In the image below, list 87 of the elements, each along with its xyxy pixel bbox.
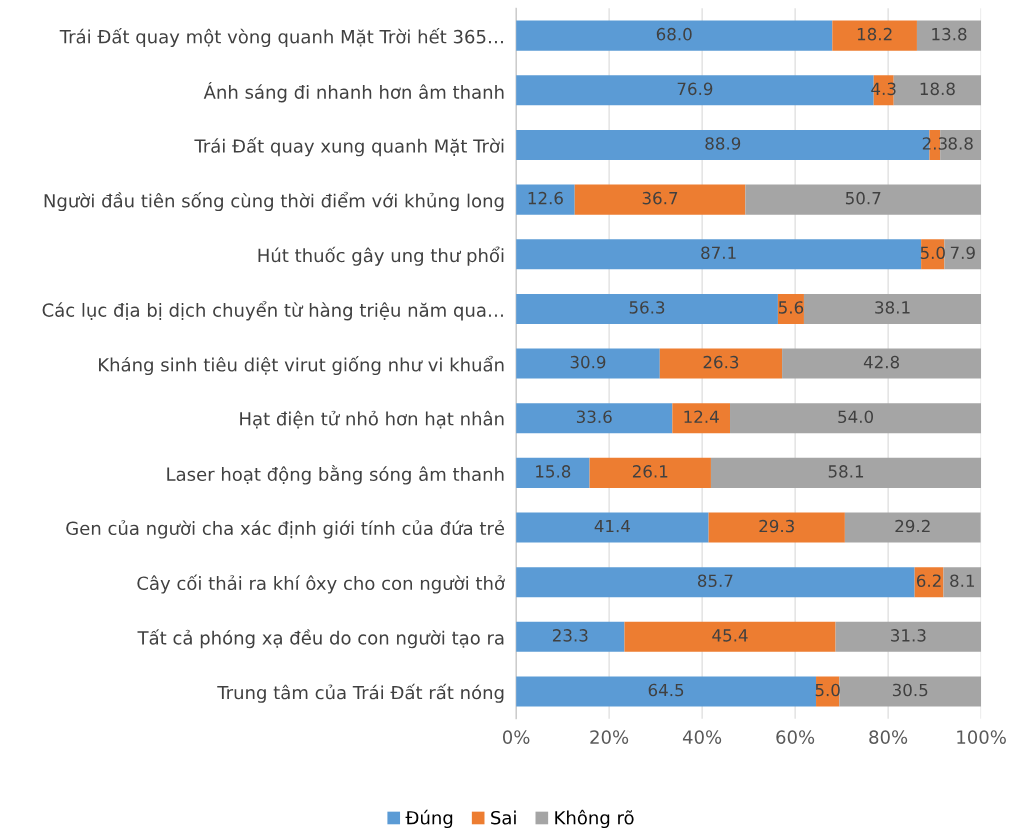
data-label: 42.8 [863, 355, 900, 369]
y-tick-label: Trái Đất quay một vòng quanh Mặt Trời hết 365… [59, 28, 503, 48]
data-label: 88.9 [705, 137, 741, 150]
data-label: 30.5 [892, 683, 928, 697]
y-tick-label: Trái Đất quay xung quanh Mặt Trời [194, 137, 504, 157]
data-label: 64.5 [648, 683, 684, 697]
bar [844, 512, 981, 543]
x-tick-label: 100% [957, 730, 1006, 744]
bar [782, 348, 982, 379]
data-label: 8.8 [948, 137, 973, 150]
data-label: 41.4 [594, 519, 630, 533]
y-tick-label: Cây cối thải ra khí ôxy cho con người thở [137, 574, 505, 594]
bar [944, 239, 982, 270]
data-label: 58.1 [828, 465, 864, 478]
x-tick-label: 40% [682, 730, 722, 744]
y-tick-label: Trung tâm của Trái Đất rất nóng [217, 683, 504, 703]
legend-label: Không rõ [555, 809, 634, 829]
bar [624, 621, 836, 652]
y-tick-label: Hút thuốc gây ung thư phổi [258, 246, 504, 266]
data-label: 29.2 [895, 519, 930, 533]
bar [835, 621, 982, 652]
data-label: 29.3 [759, 519, 794, 533]
data-label: 18.8 [920, 82, 955, 96]
data-label: 23.3 [552, 629, 588, 642]
data-label: 38.1 [875, 301, 910, 314]
bar [516, 621, 625, 652]
data-label: 7.9 [950, 246, 975, 260]
data-label: 26.1 [632, 465, 668, 478]
bar [839, 676, 982, 707]
y-tick-label: Người đầu tiên sống cùng thời điểm với khủng long [44, 191, 504, 212]
bar [516, 293, 778, 324]
data-label: 12.6 [528, 191, 563, 205]
data-label: 15.8 [536, 465, 571, 478]
x-tick-label: 80% [869, 730, 908, 744]
data-label: 30.9 [570, 355, 606, 369]
x-tick-label: 0% [502, 730, 530, 744]
bar [659, 348, 783, 379]
bar [516, 348, 660, 379]
bar [943, 567, 982, 598]
data-label: 54.0 [838, 410, 874, 424]
data-label: 85.7 [697, 574, 733, 588]
data-label: 87.1 [701, 246, 736, 260]
data-label: 68.0 [656, 27, 692, 41]
y-tick-label: Tất cả phóng xạ đều do con người tạo ra [137, 629, 504, 649]
bar [516, 184, 575, 215]
data-label: 12.4 [684, 410, 719, 423]
data-label: 50.7 [845, 191, 881, 205]
bar [916, 20, 982, 51]
y-tick-label: Laser hoạt động bằng sóng âm thanh [167, 464, 504, 485]
bar [672, 403, 731, 434]
y-tick-label: Ánh sáng đi nhanh hơn âm thanh [203, 81, 504, 103]
y-tick-label: Các lục địa bị dịch chuyển từ hàng triệu năm qua… [42, 301, 503, 321]
legend-label: Sai [491, 810, 516, 825]
bar [516, 567, 915, 598]
data-label: 33.6 [576, 410, 612, 424]
data-label: 56.3 [629, 301, 665, 314]
bar [803, 293, 982, 324]
bar [516, 676, 817, 707]
y-tick-label: Kháng sinh tiêu diệt virut giống như vi khuẩn [99, 355, 504, 376]
legend-label: Đúng [405, 809, 453, 829]
bar [516, 403, 673, 434]
data-label: 45.4 [712, 629, 748, 642]
data-label: 31.3 [891, 629, 926, 642]
bar [574, 184, 746, 215]
x-tick-label: 60% [776, 730, 815, 744]
bar [589, 457, 711, 488]
bar [516, 512, 709, 543]
y-tick-label: Hạt điện tử nhỏ hơn hạt nhân [240, 410, 504, 429]
data-label: 76.9 [677, 82, 713, 96]
data-label: 36.7 [642, 191, 678, 205]
data-label: 26.3 [703, 355, 739, 369]
data-label: 18.2 [857, 27, 892, 41]
bar [745, 184, 982, 215]
x-tick-label: 20% [590, 730, 629, 744]
data-label: 6.2 [916, 574, 941, 588]
bar [516, 239, 922, 270]
data-label: 5.6 [778, 301, 804, 314]
bar [730, 403, 982, 434]
data-label: 13.8 [932, 27, 967, 41]
data-label: 8.1 [950, 574, 974, 588]
bar [516, 20, 833, 51]
bar [516, 457, 590, 488]
bar [708, 512, 845, 543]
bar [832, 20, 917, 51]
data-label: 2.3 [922, 137, 947, 150]
bar [710, 457, 982, 488]
y-tick-label: Gen của người cha xác định giới tính của đứa trẻ [66, 520, 505, 539]
